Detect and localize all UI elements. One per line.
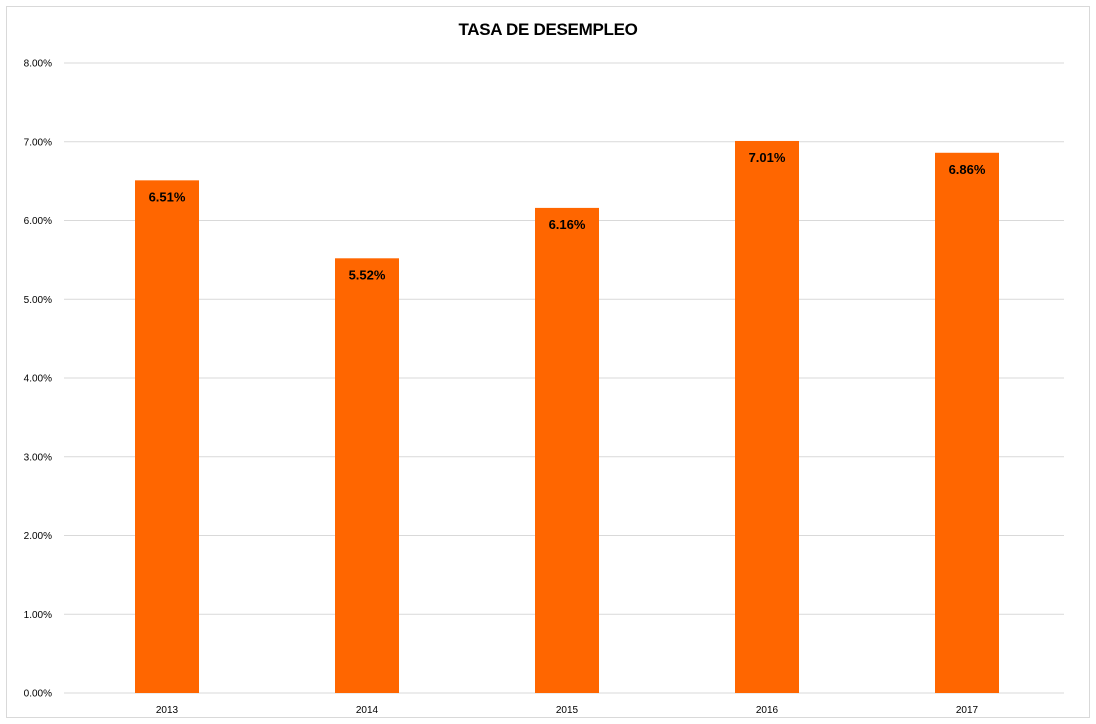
- x-tick-label: 2017: [956, 705, 979, 716]
- y-tick-label: 6.00%: [24, 216, 52, 227]
- x-tick-label: 2013: [156, 705, 179, 716]
- data-label: 6.16%: [549, 217, 586, 232]
- y-tick-label: 1.00%: [24, 610, 52, 621]
- bar: [535, 207, 599, 693]
- y-tick-label: 7.00%: [24, 137, 52, 148]
- y-tick-label: 5.00%: [24, 295, 52, 306]
- bar: [135, 180, 199, 693]
- x-axis: 2013 2014 2015 2016 2017: [156, 705, 979, 716]
- bar: [735, 140, 799, 693]
- y-axis: 0.00% 1.00% 2.00% 3.00% 4.00% 5.00% 6.00% 7.00%…: [24, 59, 52, 700]
- x-tick-label: 2016: [756, 705, 779, 716]
- y-tick-label: 0.00%: [24, 689, 52, 700]
- bar: [335, 258, 399, 693]
- x-tick-label: 2015: [556, 705, 579, 716]
- data-labels: 6.51% 5.52% 6.16% 7.01% 6.86%: [149, 150, 986, 282]
- data-label: 6.51%: [149, 189, 186, 204]
- bar: [935, 152, 999, 693]
- y-tick-label: 8.00%: [24, 59, 52, 70]
- data-label: 7.01%: [749, 150, 786, 165]
- y-tick-label: 4.00%: [24, 374, 52, 385]
- y-tick-label: 3.00%: [24, 452, 52, 463]
- bars: [135, 140, 999, 693]
- y-tick-label: 2.00%: [24, 531, 52, 542]
- data-label: 5.52%: [349, 267, 386, 282]
- data-label: 6.86%: [949, 162, 986, 177]
- x-tick-label: 2014: [356, 705, 379, 716]
- chart-title: TASA DE DESEMPLEO: [458, 20, 638, 39]
